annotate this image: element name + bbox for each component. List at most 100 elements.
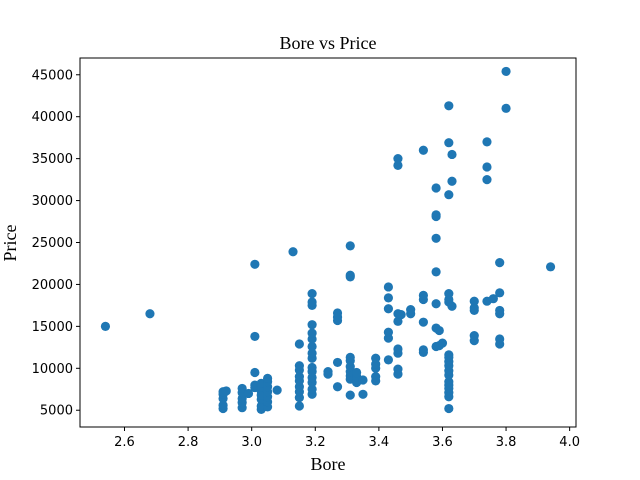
data-point xyxy=(332,357,343,368)
data-point xyxy=(431,183,441,193)
data-point xyxy=(501,103,511,113)
data-point xyxy=(332,308,343,318)
x-tick-label: 3.4 xyxy=(369,435,390,450)
chart-title: Bore vs Price xyxy=(280,33,377,53)
y-tick-label: 35000 xyxy=(32,152,73,167)
x-tick-label: 2.8 xyxy=(178,435,199,450)
data-point xyxy=(358,375,368,385)
x-tick-label: 3.6 xyxy=(432,435,453,450)
data-point xyxy=(482,137,492,147)
y-tick-label: 25000 xyxy=(32,236,73,251)
y-axis-label: Price xyxy=(0,224,20,261)
data-point xyxy=(495,305,505,316)
data-point xyxy=(444,138,454,148)
y-tick-label: 20000 xyxy=(32,278,73,293)
points-layer xyxy=(100,66,556,414)
data-point xyxy=(406,304,416,315)
x-tick-label: 2.6 xyxy=(114,435,135,450)
data-point xyxy=(418,290,428,300)
data-point xyxy=(288,247,298,257)
y-tick-label: 15000 xyxy=(32,320,73,335)
data-point xyxy=(495,288,505,298)
x-tick-label: 3.8 xyxy=(496,435,517,450)
data-point xyxy=(393,344,403,354)
data-point xyxy=(294,361,304,371)
data-point xyxy=(272,385,282,395)
y-tick-label: 45000 xyxy=(32,68,73,83)
data-point xyxy=(488,294,498,304)
data-point xyxy=(307,328,317,338)
data-point xyxy=(345,270,355,280)
data-point xyxy=(418,145,428,155)
data-point xyxy=(323,367,333,377)
data-point xyxy=(444,350,454,360)
data-point xyxy=(444,289,454,299)
x-axis-label: Bore xyxy=(311,454,346,474)
data-point xyxy=(352,367,362,378)
data-point xyxy=(294,401,304,411)
data-point xyxy=(145,309,155,319)
data-point xyxy=(345,241,355,251)
data-point xyxy=(307,341,317,352)
y-tick-label: 30000 xyxy=(32,194,73,209)
data-point xyxy=(495,334,505,344)
data-point xyxy=(100,321,111,331)
data-point xyxy=(237,383,247,394)
data-point xyxy=(383,304,394,314)
data-point xyxy=(437,338,448,348)
data-point xyxy=(444,190,454,200)
data-point xyxy=(371,372,381,382)
data-point xyxy=(482,162,492,172)
data-point xyxy=(444,377,454,387)
data-point xyxy=(469,330,479,341)
data-point xyxy=(250,331,260,342)
data-point xyxy=(294,339,304,349)
data-point xyxy=(383,355,394,365)
data-point xyxy=(383,293,394,303)
data-point xyxy=(250,367,260,378)
data-point xyxy=(250,259,260,269)
data-point xyxy=(218,400,228,410)
data-point xyxy=(482,175,492,185)
data-point xyxy=(447,149,457,160)
data-point xyxy=(345,352,355,362)
data-point xyxy=(396,310,406,320)
data-point xyxy=(434,325,444,336)
data-point xyxy=(501,66,511,77)
data-point xyxy=(371,353,381,363)
data-point xyxy=(332,382,343,392)
y-tick-label: 40000 xyxy=(32,110,73,125)
data-point xyxy=(495,258,505,268)
data-point xyxy=(383,282,394,292)
data-point xyxy=(393,160,403,170)
data-point xyxy=(221,386,231,396)
x-tick-label: 4.0 xyxy=(559,435,580,450)
data-point xyxy=(262,373,273,383)
y-axis: 5000 10000 15000 20000 25000 30000 35000 40000 4… xyxy=(32,68,80,419)
data-point xyxy=(307,289,317,299)
data-point xyxy=(383,327,394,337)
data-point xyxy=(307,384,317,394)
data-point xyxy=(307,297,317,307)
data-point xyxy=(444,403,454,414)
data-point xyxy=(307,348,317,358)
data-point xyxy=(393,154,403,164)
data-point xyxy=(345,390,355,400)
data-point xyxy=(431,210,441,220)
data-point xyxy=(393,364,403,374)
data-point xyxy=(447,301,457,311)
data-point xyxy=(418,317,428,327)
x-axis: 2.6 2.8 3.0 3.2 3.4 3.6 3.8 4.0 xyxy=(114,427,580,450)
data-point xyxy=(307,362,317,373)
data-point xyxy=(469,303,479,313)
data-point xyxy=(243,388,254,399)
y-tick-label: 10000 xyxy=(32,362,73,377)
y-tick-label: 5000 xyxy=(40,404,73,419)
data-point xyxy=(431,267,441,277)
data-point xyxy=(545,262,556,272)
data-point xyxy=(358,389,368,399)
data-point xyxy=(418,345,428,355)
data-point xyxy=(447,176,457,186)
data-point xyxy=(469,296,479,306)
x-tick-label: 3.2 xyxy=(305,435,326,450)
